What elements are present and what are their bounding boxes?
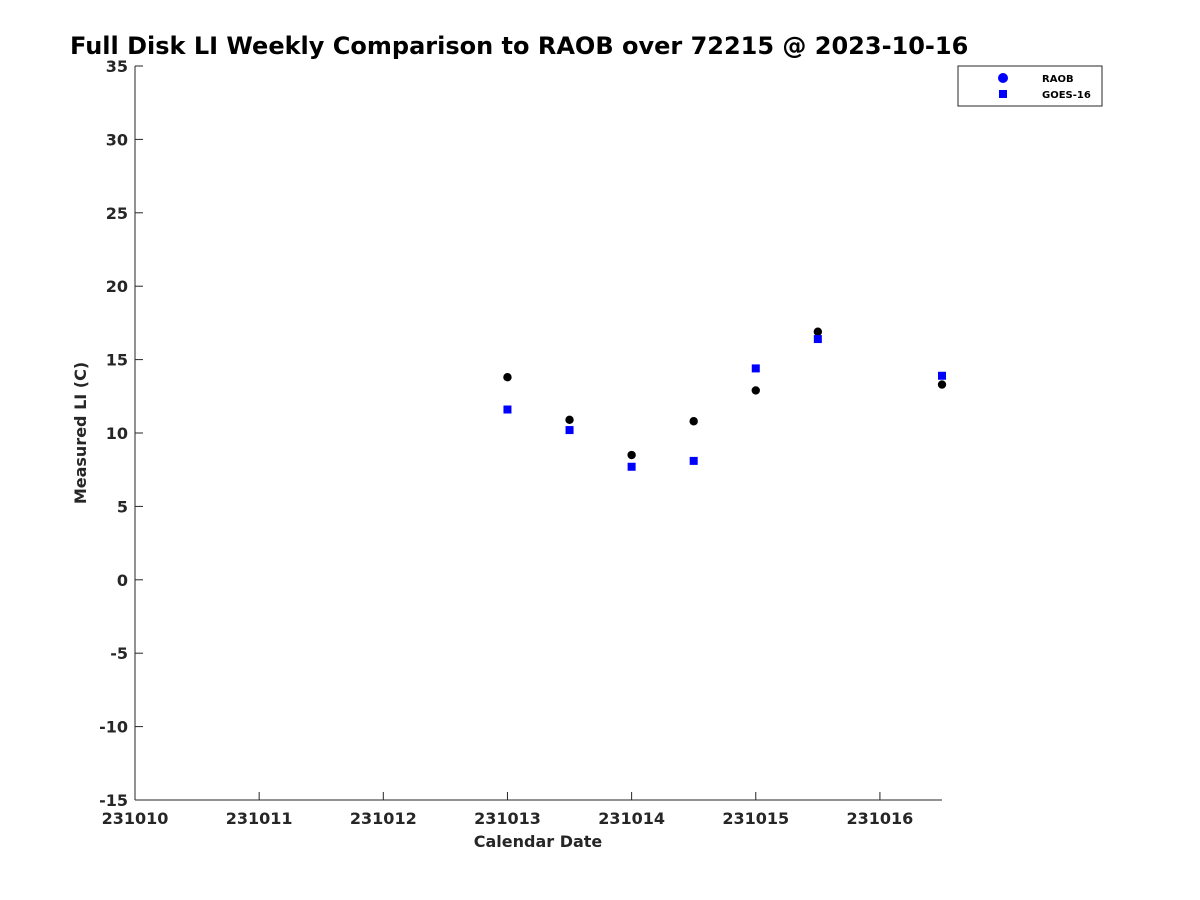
data-points: [503, 327, 947, 471]
legend: RAOB GOES-16: [957, 65, 1103, 107]
x-tick-label: 231016: [847, 809, 914, 828]
point-raob: [503, 373, 512, 382]
point-raob: [689, 417, 698, 426]
x-tick-label: 231015: [722, 809, 789, 828]
y-tick-label: 30: [106, 130, 128, 149]
point-raob: [627, 450, 636, 460]
legend-marker-goes-16: [999, 90, 1007, 98]
y-tick-label: 20: [106, 277, 128, 296]
point-raob: [813, 327, 823, 336]
y-tick-label: -10: [99, 718, 128, 737]
y-tick-label: -5: [110, 644, 128, 663]
x-tick-label: 231014: [598, 809, 665, 828]
y-tick-label: -15: [99, 791, 128, 810]
point-raob: [751, 386, 760, 395]
y-tick-label: 15: [106, 351, 128, 370]
x-tick-label: 231011: [226, 809, 293, 828]
point-raob: [937, 380, 947, 389]
point-goes-16: [627, 462, 636, 471]
chart-title: Full Disk LI Weekly Comparison to RAOB o…: [70, 32, 968, 60]
x-axis-label: Calendar Date: [474, 832, 603, 851]
legend-marker-raob: [998, 73, 1008, 83]
point-goes-16: [813, 335, 822, 344]
point-goes-16: [751, 364, 760, 373]
point-goes-16: [565, 426, 574, 435]
x-ticks: 231010 231011 231012 231013 231014 231015 2310…: [102, 792, 914, 828]
point-raob: [565, 415, 574, 424]
y-tick-label: 0: [117, 571, 128, 590]
point-goes-16: [503, 405, 512, 414]
y-axis-label: Measured LI (C): [71, 362, 90, 504]
x-tick-label: 231010: [102, 809, 169, 828]
x-tick-label: 231013: [474, 809, 541, 828]
x-tick-label: 231012: [350, 809, 417, 828]
point-goes-16: [938, 371, 946, 380]
y-tick-label: 35: [106, 57, 128, 76]
legend-label-goes-16: GOES-16: [1042, 90, 1091, 101]
y-ticks: -15 -10 -5 0 5 10 15 20 25 30 35: [99, 57, 143, 810]
point-goes-16: [689, 456, 698, 465]
legend-label-raob: RAOB: [1042, 74, 1074, 85]
axes: [134, 66, 942, 801]
legend-box: [957, 65, 1103, 107]
y-tick-label: 5: [117, 497, 128, 516]
y-tick-label: 25: [106, 204, 128, 223]
y-tick-label: 10: [106, 424, 128, 443]
